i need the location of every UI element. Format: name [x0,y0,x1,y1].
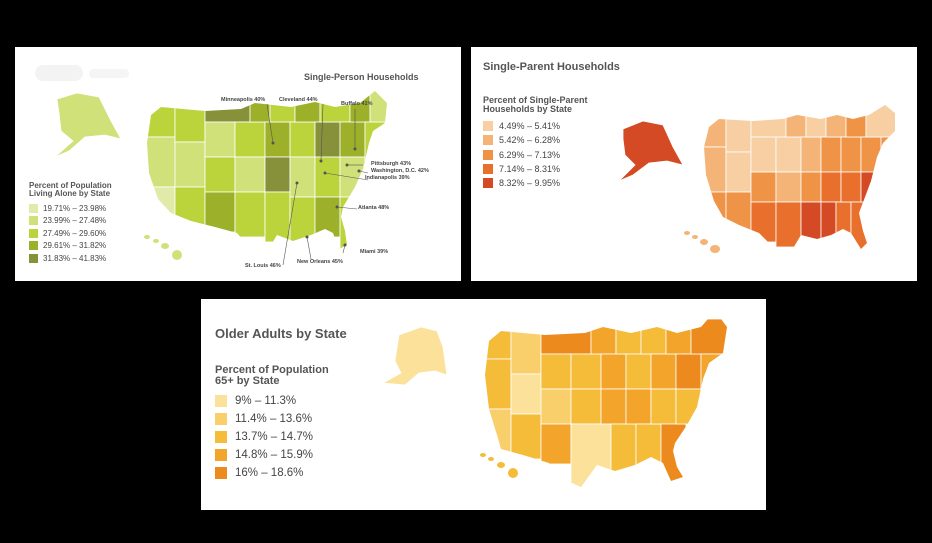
legend-swatch [483,149,493,160]
legend-item: 16% – 18.6% [215,464,329,482]
legend-item: 27.49% – 29.60% [29,227,112,240]
legend-label: 16% – 18.6% [235,467,304,479]
legend-label: 9% – 11.3% [235,395,297,407]
legend-item: 14.8% – 15.9% [215,446,329,464]
legend-swatch [483,178,493,189]
callout-pittsburgh: Pittsburgh 43% [371,161,412,167]
us-map-older-adults [381,318,727,487]
callout-new-orleans: New Orleans 45% [297,259,343,265]
legend-title: Percent of Population Living Alone by St… [29,181,112,198]
legend-label: 31.83% – 41.83% [43,253,107,263]
legend-label: 23.99% – 27.48% [43,216,107,226]
legend-label: 5.42% – 6.28% [499,135,561,146]
legend-item: 29.61% – 31.82% [29,240,112,253]
legend-label: 29.61% – 31.82% [43,241,107,251]
legend-item: 6.29% – 7.13% [483,148,588,162]
legend-item: 8.32% – 9.95% [483,176,588,190]
legend-item: 23.99% – 27.48% [29,215,112,228]
legend-swatch [29,253,38,263]
legend-label: 13.7% – 14.7% [235,431,314,443]
legend-swatch [29,203,38,213]
legend-item: 5.42% – 6.28% [483,133,588,147]
legend-label: 27.49% – 29.60% [43,228,107,238]
callout-st-louis: St. Louis 46% [245,263,281,269]
legend-item: 4.49% – 5.41% [483,119,588,133]
legend-swatch [29,216,38,226]
legend-label: 7.14% – 8.31% [499,164,561,175]
logo [35,65,129,81]
legend-swatch [215,413,227,425]
legend-item: 13.7% – 14.7% [215,428,329,446]
legend-label: 14.8% – 15.9% [235,449,314,461]
legend-swatch [483,121,493,132]
legend-item: 19.71% – 23.98% [29,202,112,215]
legend-item: 9% – 11.3% [215,392,329,410]
legend-label: 6.29% – 7.13% [499,149,561,160]
legend: Percent of Population Living Alone by St… [29,182,112,265]
older-adults-panel: Older Adults by State Percent of Populat… [201,299,766,510]
panel-title: Single-Parent Households [483,61,620,73]
single-person-households-panel: Single-Person Households Minneapolis 40%… [15,47,461,281]
legend-item: 11.4% – 13.6% [215,410,329,428]
legend-label: 4.49% – 5.41% [499,121,561,132]
legend-title: Percent of Single-Parent Households by S… [483,95,588,114]
legend-swatch [215,467,227,479]
legend-swatch [215,395,227,407]
legend-label: 11.4% – 13.6% [235,413,313,425]
callout-indianapolis: Indianapolis 39% [365,175,410,181]
legend-swatch [483,164,493,175]
legend-swatch [29,228,38,238]
legend: Percent of Single-Parent Households by S… [483,96,588,190]
legend-item: 31.83% – 41.83% [29,252,112,265]
legend-label: 19.71% – 23.98% [43,203,107,213]
callout-cleveland: Cleveland 44% [279,97,318,103]
legend: Percent of Population 65+ by State 9% – … [215,365,329,482]
legend-swatch [483,135,493,146]
callout-atlanta: Atlanta 48% [358,205,390,211]
legend-swatch [29,241,38,251]
legend-swatch [215,431,227,443]
panel-title: Older Adults by State [215,326,347,341]
us-map-single-person [54,91,387,266]
single-parent-households-panel: Single-Parent Households Percent of Sing… [471,47,917,281]
legend-item: 7.14% – 8.31% [483,162,588,176]
callout-buffalo: Buffalo 41% [341,101,373,107]
panel-title: Single-Person Households [304,72,419,82]
legend-title: Percent of Population 65+ by State [215,364,329,387]
legend-swatch [215,449,227,461]
legend-label: 8.32% – 9.95% [499,178,561,189]
callout-washington-dc: Washington, D.C. 42% [371,168,429,174]
callout-minneapolis: Minneapolis 40% [221,97,266,103]
us-map-single-parent [618,105,895,253]
callout-miami: Miami 39% [360,249,389,255]
